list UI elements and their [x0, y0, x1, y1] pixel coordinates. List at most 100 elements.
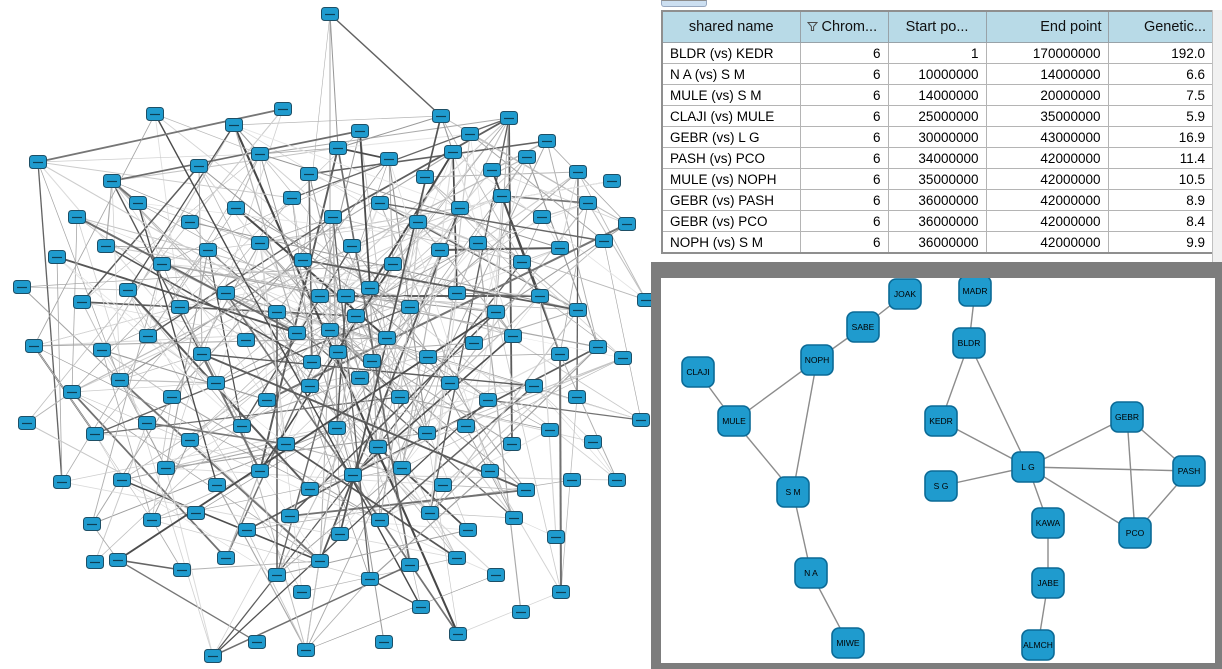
- network-node[interactable]: [794, 557, 828, 589]
- table-row[interactable]: MULE (vs) S M 6 14000000 20000000 7.5: [661, 84, 1214, 106]
- column-header-start-point[interactable]: Start po...: [887, 10, 987, 43]
- column-header-shared-name[interactable]: shared name: [661, 10, 801, 43]
- network-edge[interactable]: [1126, 416, 1136, 534]
- cell-value: 16.9: [1107, 126, 1214, 148]
- column-label: Genetic...: [1143, 19, 1206, 35]
- small-network-canvas[interactable]: JOAK SABE NOPH CLAJI MULE S M N A MIWE MADR BLDR K…: [661, 278, 1215, 663]
- network-edge: [259, 207, 461, 244]
- network-edge: [259, 153, 334, 218]
- cell-shared-name: N A (vs) S M: [661, 63, 801, 85]
- network-node[interactable]: [717, 405, 751, 437]
- network-node[interactable]: [831, 627, 865, 659]
- node-label: KAWA: [1036, 518, 1061, 528]
- cell-value: 8.4: [1107, 210, 1214, 232]
- network-edge[interactable]: [1027, 466, 1136, 534]
- network-node[interactable]: [846, 311, 880, 343]
- network-edge: [305, 574, 497, 651]
- table-row[interactable]: GEBR (vs) PCO 6 36000000 42000000 8.4: [661, 210, 1214, 232]
- network-edge: [154, 113, 181, 308]
- network-edge: [81, 301, 339, 353]
- cell-value: 170000000: [985, 42, 1109, 64]
- network-edge: [379, 385, 535, 521]
- network-edge: [426, 292, 458, 434]
- network-edge: [121, 443, 287, 481]
- network-edge: [111, 147, 339, 182]
- cell-shared-name: PASH (vs) PCO: [661, 147, 801, 169]
- network-edge: [442, 346, 599, 486]
- network-edge: [369, 470, 491, 580]
- table-row[interactable]: PASH (vs) PCO 6 34000000 42000000 11.4: [661, 147, 1214, 169]
- network-edge[interactable]: [968, 342, 1029, 468]
- cell-shared-name: NOPH (vs) S M: [661, 231, 801, 254]
- network-edge: [111, 180, 121, 381]
- network-edge: [289, 489, 527, 517]
- table-row[interactable]: GEBR (vs) PASH 6 36000000 42000000 8.9: [661, 189, 1214, 211]
- funnel-icon: [806, 20, 818, 36]
- cell-value: 5.9: [1107, 105, 1214, 127]
- table-scrollbar[interactable]: [1212, 10, 1222, 262]
- node-label: JABE: [1037, 578, 1059, 588]
- network-node[interactable]: [776, 476, 810, 508]
- column-header-genetic-distance[interactable]: Genetic...: [1107, 10, 1214, 43]
- network-edge: [276, 311, 371, 580]
- small-network-panel-frame: JOAK SABE NOPH CLAJI MULE S M N A MIWE MADR BLDR K…: [651, 262, 1222, 669]
- network-edge: [137, 202, 218, 486]
- table-row[interactable]: BLDR (vs) KEDR 6 1 170000000 192.0: [661, 42, 1214, 64]
- cell-value: 6: [799, 189, 889, 211]
- network-edge: [201, 353, 527, 491]
- network-node[interactable]: [681, 356, 715, 388]
- network-node[interactable]: [1118, 517, 1152, 549]
- network-edge: [429, 309, 579, 514]
- network-edge: [105, 245, 209, 251]
- large-network-canvas[interactable]: [0, 0, 651, 669]
- network-edge: [332, 216, 338, 429]
- network-edge: [533, 385, 618, 481]
- column-label: Start po...: [905, 19, 969, 35]
- network-node[interactable]: [1021, 629, 1055, 661]
- network-edge: [21, 286, 121, 381]
- network-edge: [91, 396, 173, 525]
- network-node[interactable]: [1172, 455, 1206, 487]
- cell-value: 192.0: [1107, 42, 1214, 64]
- network-node[interactable]: [800, 344, 834, 376]
- network-node[interactable]: [924, 470, 958, 502]
- network-edge: [71, 382, 217, 393]
- network-edge: [429, 512, 515, 519]
- column-label: End point: [1040, 19, 1102, 35]
- network-edge[interactable]: [1027, 466, 1190, 472]
- network-edge: [189, 108, 284, 223]
- network-edge: [459, 207, 624, 359]
- network-edge: [147, 263, 163, 337]
- network-node[interactable]: [952, 327, 986, 359]
- column-header-chromosome[interactable]: Chrom...: [799, 10, 889, 43]
- network-edge: [94, 433, 191, 441]
- network-edge: [424, 176, 579, 311]
- network-node[interactable]: [1011, 451, 1045, 483]
- network-edge: [587, 202, 647, 301]
- network-edge: [388, 158, 491, 472]
- network-edge: [105, 180, 113, 247]
- network-edge: [119, 379, 321, 562]
- network-edge: [337, 115, 442, 149]
- network-node[interactable]: [1031, 507, 1065, 539]
- network-edge: [308, 173, 379, 448]
- table-row[interactable]: MULE (vs) NOPH 6 35000000 42000000 10.5: [661, 168, 1214, 190]
- cell-value: 10.5: [1107, 168, 1214, 190]
- table-row[interactable]: NOPH (vs) S M 6 36000000 42000000 9.9: [661, 231, 1214, 254]
- table-row[interactable]: CLAJI (vs) MULE 6 25000000 35000000 5.9: [661, 105, 1214, 127]
- node-label: BLDR: [958, 338, 981, 348]
- network-node[interactable]: [1031, 567, 1065, 599]
- column-header-end-point[interactable]: End point: [985, 10, 1109, 43]
- panel-tab-fragment[interactable]: [661, 0, 707, 7]
- network-node[interactable]: [924, 405, 958, 437]
- table-row[interactable]: GEBR (vs) L G 6 30000000 43000000 16.9: [661, 126, 1214, 148]
- network-edge: [235, 207, 411, 308]
- table-row[interactable]: N A (vs) S M 6 10000000 14000000 6.6: [661, 63, 1214, 85]
- cell-value: 30000000: [887, 126, 987, 148]
- network-edge: [119, 379, 217, 384]
- network-edge: [291, 197, 304, 261]
- network-node[interactable]: [888, 278, 922, 310]
- network-node[interactable]: [958, 278, 992, 307]
- network-node[interactable]: [1110, 401, 1144, 433]
- network-edge[interactable]: [792, 359, 818, 493]
